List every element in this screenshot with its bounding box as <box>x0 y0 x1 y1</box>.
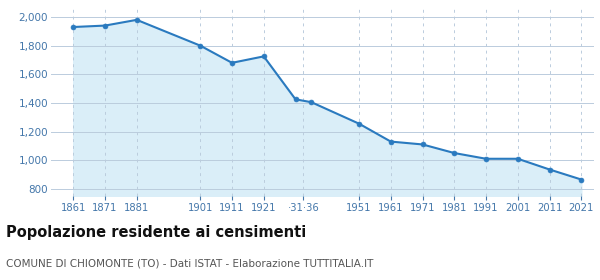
Text: Popolazione residente ai censimenti: Popolazione residente ai censimenti <box>6 225 306 241</box>
Text: COMUNE DI CHIOMONTE (TO) - Dati ISTAT - Elaborazione TUTTITALIA.IT: COMUNE DI CHIOMONTE (TO) - Dati ISTAT - … <box>6 259 373 269</box>
